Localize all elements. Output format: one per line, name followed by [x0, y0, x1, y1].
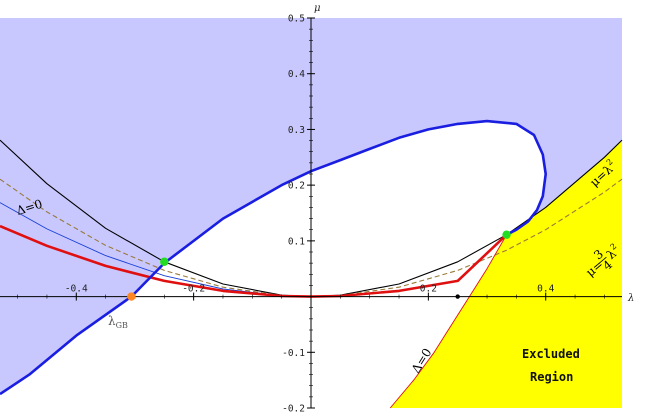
lambda-gb-label: λGB: [108, 314, 128, 330]
series-line-4: [0, 119, 547, 396]
mu-lambda-squared-exp: 2: [605, 157, 615, 167]
point-black-dot: [455, 294, 460, 299]
y-tick-label-5: 0.4: [288, 69, 305, 80]
excluded-region-fill: [390, 140, 622, 408]
y-tick-label-4: 0.3: [288, 125, 305, 136]
x-axis-label: λ: [627, 293, 634, 304]
points-layer: [127, 230, 511, 301]
lambda-gb-main: λ: [108, 314, 116, 328]
y-tick-label-6: 0.5: [288, 14, 305, 25]
axes-layer: -0.4 -0.2 0.2 0.4 -0.2 -0.1 0.1 0.2 0.3 0.4 0.5: [0, 14, 622, 414]
series-line-5: [389, 234, 507, 409]
y-tick-label-3: 0.2: [288, 181, 305, 192]
point-green-left: [160, 257, 169, 266]
x-tick-label-1: -0.2: [182, 284, 205, 295]
point-lambda-gb: [127, 292, 136, 301]
x-tick-label-2: 0.2: [420, 284, 437, 295]
lower-white-region: [0, 234, 507, 408]
x-tick-label-3: 0.4: [537, 284, 554, 295]
three-quarter-exp: 2: [609, 242, 619, 252]
point-green-right: [502, 230, 511, 239]
x-tick-label-0: -0.4: [65, 284, 88, 295]
excluded-region-label-line2: Region: [530, 370, 573, 384]
lambda-gb-sub: GB: [116, 321, 128, 330]
excluded-region-label-line1: Excluded: [522, 347, 580, 361]
y-axis-label: μ: [314, 3, 321, 14]
y-tick-label-2: 0.1: [288, 236, 305, 247]
y-tick-label-0: -0.2: [282, 404, 305, 414]
interior-white-region: [164, 121, 546, 297]
y-tick-label-1: -0.1: [282, 348, 305, 359]
